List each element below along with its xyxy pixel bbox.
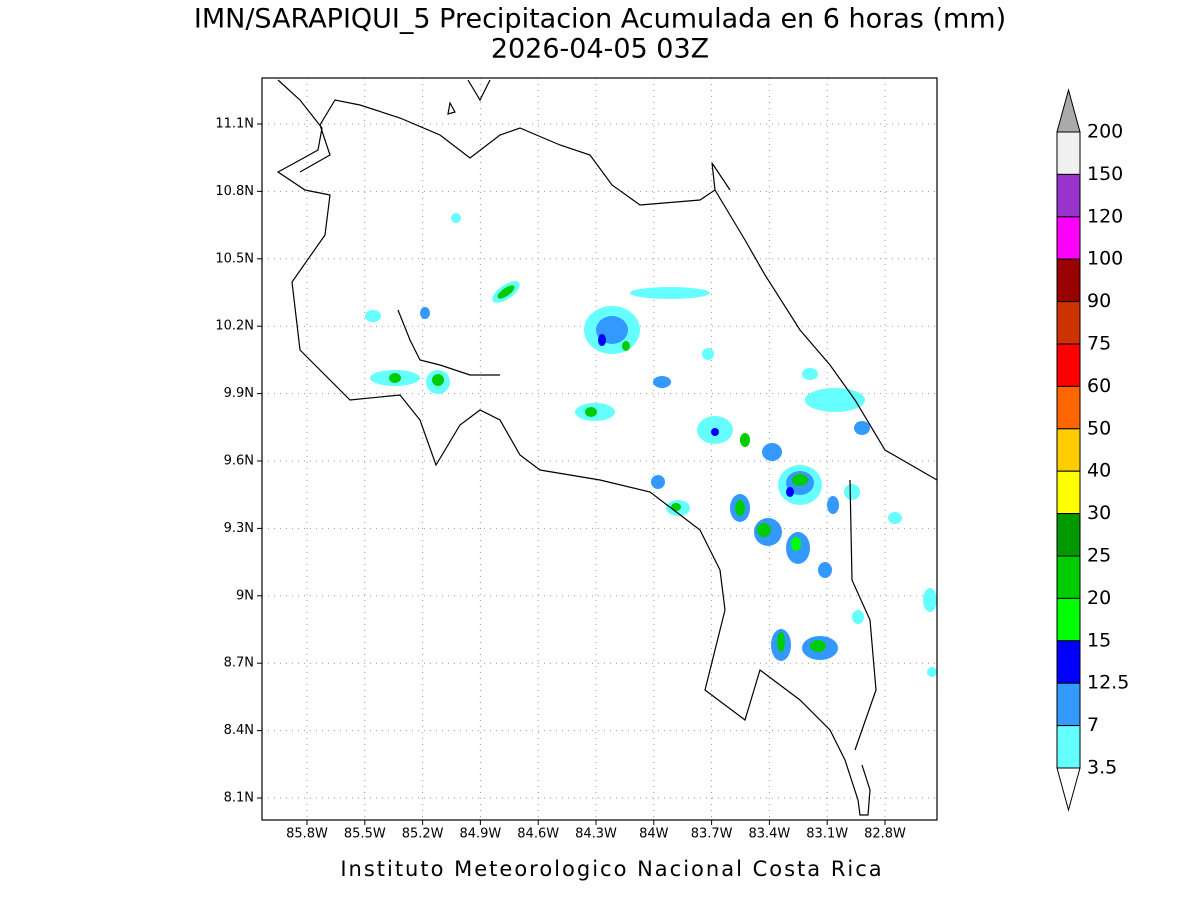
- colorbar-label: 50: [1087, 417, 1111, 439]
- lat-tick-label: 11.1N: [215, 117, 254, 132]
- colorbar-label: 30: [1087, 502, 1111, 524]
- lat-tick-label: 10.8N: [215, 184, 254, 199]
- colorbar-under: [1056, 767, 1081, 812]
- colorbar-box: [1056, 470, 1081, 515]
- lat-tick-label: 10.2N: [215, 319, 254, 334]
- colorbar-box: [1056, 640, 1081, 684]
- footer: Instituto Meteorologico Nacional Costa R…: [340, 857, 883, 881]
- lon-tick-label: 85.8W: [286, 827, 328, 842]
- colorbar-label: 3.5: [1087, 757, 1117, 779]
- subtitle: 2026-04-05 03Z: [491, 34, 709, 65]
- lat-tick-label: 8.7N: [224, 656, 254, 671]
- lat-tick-label: 9N: [236, 588, 254, 603]
- lon-tick-label: 82.8W: [864, 827, 906, 842]
- colorbar-box: [1056, 343, 1081, 387]
- lat-tick-label: 9.6N: [224, 454, 254, 469]
- colorbar-label: 40: [1087, 460, 1111, 482]
- colorbar-label: 7: [1087, 714, 1099, 736]
- colorbar-box: [1056, 385, 1081, 430]
- colorbar-box: [1056, 513, 1081, 557]
- colorbar-label: 20: [1087, 587, 1111, 609]
- colorbar-label: 150: [1087, 163, 1123, 185]
- colorbar-box: [1056, 258, 1081, 303]
- colorbar-label: 15: [1087, 629, 1111, 651]
- grid: [262, 78, 937, 820]
- colorbar-box: [1056, 597, 1081, 642]
- lat-tick-label: 9.9N: [224, 386, 254, 401]
- coastline: [276, 79, 938, 816]
- colorbar: 200 150 120 100 90 75 60 50 40 30 25 20 15 12.5 7 3.5: [1056, 88, 1129, 812]
- precipitation-field: [365, 213, 937, 677]
- colorbar-label: 90: [1087, 290, 1111, 312]
- lat-tick-label: 10.5N: [215, 251, 254, 266]
- colorbar-box: [1056, 725, 1081, 769]
- colorbar-label: 75: [1087, 333, 1111, 355]
- colorbar-box: [1056, 301, 1081, 345]
- lat-tick-label: 8.4N: [224, 723, 254, 738]
- lon-tick-label: 85.2W: [402, 827, 444, 842]
- lon-tick-label: 85.5W: [344, 827, 386, 842]
- colorbar-box: [1056, 131, 1081, 175]
- colorbar-box: [1056, 555, 1081, 599]
- colorbar-over: [1056, 88, 1081, 133]
- colorbar-label: 200: [1087, 121, 1123, 143]
- lon-tick-label: 84.3W: [575, 827, 617, 842]
- lon-tick-label: 83.1W: [806, 827, 848, 842]
- axes: 85.8W 85.5W 85.2W 84.9W 84.6W 84.3W 84W 83.7W 83…: [215, 117, 906, 842]
- colorbar-box: [1056, 428, 1081, 472]
- title: IMN/SARAPIQUI_5 Precipitacion Acumulada …: [194, 4, 1006, 35]
- lon-tick-label: 84.9W: [459, 827, 501, 842]
- lat-tick-label: 8.1N: [224, 791, 254, 806]
- lon-tick-label: 83.7W: [691, 827, 733, 842]
- colorbar-label: 12.5: [1087, 672, 1129, 694]
- lon-tick-label: 84W: [639, 827, 669, 842]
- lat-tick-label: 9.3N: [224, 521, 254, 536]
- lon-tick-label: 83.4W: [748, 827, 790, 842]
- colorbar-box: [1056, 173, 1081, 218]
- colorbar-label: 120: [1087, 205, 1123, 227]
- colorbar-label: 25: [1087, 545, 1111, 567]
- colorbar-label: 60: [1087, 375, 1111, 397]
- colorbar-label: 100: [1087, 248, 1123, 270]
- colorbar-box: [1056, 216, 1081, 260]
- colorbar-box: [1056, 682, 1081, 727]
- lon-tick-label: 84.6W: [517, 827, 559, 842]
- map-frame: [261, 77, 938, 821]
